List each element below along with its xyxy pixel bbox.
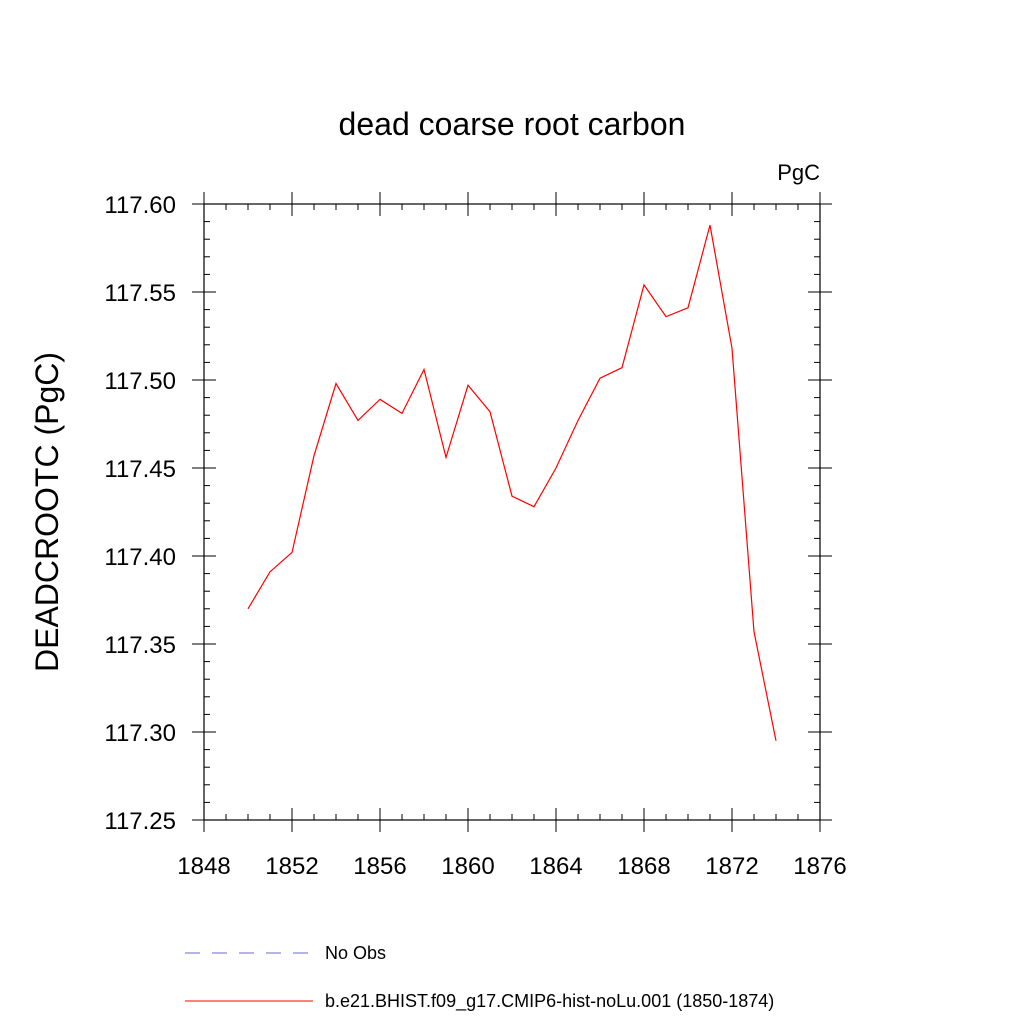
legend: No Obs b.e21.BHIST.f09_g17.CMIP6-hist-noL… xyxy=(185,943,774,1012)
x-tick-label: 1852 xyxy=(265,853,318,880)
x-tick-label: 1848 xyxy=(177,853,230,880)
series-line xyxy=(247,224,777,741)
legend-label: b.e21.BHIST.f09_g17.CMIP6-hist-noLu.001 … xyxy=(325,991,774,1012)
legend-label: No Obs xyxy=(325,943,386,963)
x-tick-label: 1864 xyxy=(529,853,582,880)
x-tick-label: 1856 xyxy=(353,853,406,880)
y-tick-label: 117.25 xyxy=(104,808,176,835)
plot-area-frame xyxy=(203,203,821,821)
series-layer xyxy=(247,224,777,741)
x-tick-label: 1860 xyxy=(441,853,494,880)
x-tick-label: 1868 xyxy=(617,853,670,880)
y-tick-label: 117.60 xyxy=(104,192,176,219)
y-tick-label: 117.55 xyxy=(104,280,176,307)
y-tick-label: 117.45 xyxy=(104,456,176,483)
y-tick-label: 117.30 xyxy=(104,720,176,747)
axis-ticks: 1848 1852 1856 1860 1864 1868 1872 1876 117.25 11… xyxy=(104,192,847,880)
y-tick-label: 117.35 xyxy=(104,632,176,659)
y-axis-label: DEADCROOTC (PgC) xyxy=(29,352,65,672)
units-label: PgC xyxy=(777,160,820,185)
x-tick-label: 1872 xyxy=(705,853,758,880)
y-tick-label: 117.40 xyxy=(104,544,176,571)
y-tick-label: 117.50 xyxy=(104,368,176,395)
x-tick-label: 1876 xyxy=(793,853,846,880)
chart-title: dead coarse root carbon xyxy=(339,106,686,142)
